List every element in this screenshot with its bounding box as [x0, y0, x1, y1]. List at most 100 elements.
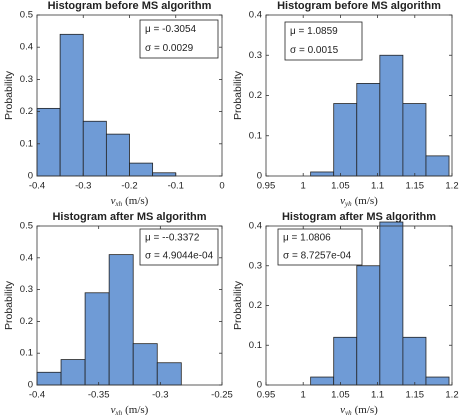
y-tick-label: 0	[28, 380, 33, 391]
y-axis-label: Probability	[3, 280, 15, 330]
y-tick-label: 0.5	[20, 10, 33, 21]
x-tick-label: -0.25	[211, 390, 233, 401]
bar	[152, 172, 177, 177]
x-tick-label: 1.2	[445, 390, 458, 401]
x-tick-label: 1	[301, 390, 306, 401]
bar	[402, 336, 427, 386]
y-tick-label: 0.1	[20, 348, 33, 359]
y-tick-label: 0.3	[20, 74, 33, 85]
bar	[132, 343, 158, 386]
annotation: μ = 1.0859	[290, 26, 338, 37]
x-tick-label: 1.15	[406, 390, 425, 401]
chart-title: Histogram after MS algorithm	[52, 211, 206, 223]
y-tick-label: 0.2	[249, 300, 262, 311]
y-tick-label: 0.4	[249, 221, 262, 232]
annotation-box	[139, 19, 219, 59]
annotation-box	[139, 228, 219, 266]
annotation: σ = 8.7257e-04	[283, 251, 352, 262]
x-label-unit: (m/s)	[125, 404, 149, 415]
x-label-unit: (m/s)	[125, 195, 149, 207]
y-tick-label: 0.2	[20, 316, 33, 327]
y-tick-label: 0.4	[20, 252, 33, 263]
x-tick-label: 1.1	[371, 181, 384, 192]
x-tick-label: 1.15	[406, 181, 425, 192]
x-label-subscript: yh	[344, 200, 352, 208]
axes-box	[36, 225, 223, 386]
y-tick-label: 0.3	[249, 50, 262, 61]
bar	[333, 103, 358, 177]
x-tick-label: 1.1	[371, 390, 384, 401]
y-tick-label: 0.1	[20, 138, 33, 149]
bar	[82, 120, 107, 177]
x-tick-label: -0.4	[29, 181, 45, 192]
x-tick-label: 0.95	[257, 181, 276, 192]
bar	[36, 107, 61, 177]
x-tick-label: -0.4	[29, 390, 45, 401]
bar	[310, 171, 335, 177]
y-tick-label: 0.4	[20, 42, 33, 53]
y-axis-label: Probability	[3, 70, 15, 120]
x-label-subscript: yh	[344, 409, 352, 415]
x-tick-label: -0.3	[75, 181, 91, 192]
bar	[59, 33, 84, 177]
bar	[108, 254, 134, 386]
x-label-unit: (m/s)	[355, 195, 379, 207]
bar	[379, 221, 404, 386]
annotation: σ = 4.9044e-04	[145, 251, 214, 262]
x-label-symbol: v	[111, 404, 116, 415]
y-axis-label: Probability	[232, 70, 244, 120]
bar	[356, 265, 381, 386]
x-label-subscript: xh	[115, 200, 123, 208]
x-tick-label: -0.35	[88, 390, 110, 401]
annotation: σ = 0.0029	[145, 43, 194, 54]
bar	[156, 362, 182, 386]
x-label-symbol: v	[340, 404, 345, 415]
chart-title: Histogram after MS algorithm	[282, 211, 436, 223]
annotation: σ = 0.0015	[290, 45, 339, 56]
bar	[36, 371, 62, 386]
y-tick-label: 0	[28, 171, 33, 182]
x-tick-label: 1.05	[331, 390, 350, 401]
bar	[105, 133, 130, 177]
y-tick-label: 0	[257, 380, 262, 391]
annotation: μ = 1.0806	[283, 233, 331, 244]
x-axis-label: vxh (m/s)	[111, 195, 149, 208]
y-tick-label: 0.2	[249, 90, 262, 101]
x-tick-label: 0	[219, 181, 224, 192]
x-tick-label: 1	[301, 181, 306, 192]
x-tick-label: 1.05	[331, 181, 350, 192]
bar	[333, 336, 358, 386]
bar	[310, 376, 335, 386]
x-tick-label: -0.2	[121, 181, 137, 192]
x-tick-label: 1.2	[445, 181, 458, 192]
x-label-subscript: xh	[115, 409, 123, 415]
bar	[425, 155, 450, 177]
chart-title: Histogram before MS algorithm	[48, 0, 212, 12]
bar	[356, 83, 381, 177]
bar	[379, 54, 404, 177]
annotation-box	[284, 21, 363, 61]
bar	[402, 103, 427, 177]
x-tick-label: -0.1	[168, 181, 184, 192]
x-label-symbol: v	[111, 195, 116, 207]
y-tick-label: 0.4	[249, 10, 262, 21]
annotation-box	[277, 228, 363, 266]
annotation: μ = -0.3054	[145, 24, 197, 35]
y-tick-label: 0.1	[249, 340, 262, 351]
bar	[60, 359, 86, 386]
x-axis-label: vyh (m/s)	[340, 404, 378, 415]
bar	[129, 162, 154, 177]
x-label-unit: (m/s)	[355, 404, 379, 415]
y-tick-label: 0	[257, 171, 262, 182]
y-tick-label: 0.2	[20, 106, 33, 117]
y-tick-label: 0.1	[249, 130, 262, 141]
x-axis-label: vxh (m/s)	[111, 404, 149, 415]
x-tick-label: 0.95	[257, 390, 276, 401]
x-tick-label: -0.3	[152, 390, 168, 401]
y-tick-label: 0.3	[20, 284, 33, 295]
y-tick-label: 0.3	[249, 260, 262, 271]
x-label-symbol: v	[340, 195, 345, 207]
y-axis-label: Probability	[232, 280, 244, 330]
x-axis-label: vyh (m/s)	[340, 195, 378, 208]
